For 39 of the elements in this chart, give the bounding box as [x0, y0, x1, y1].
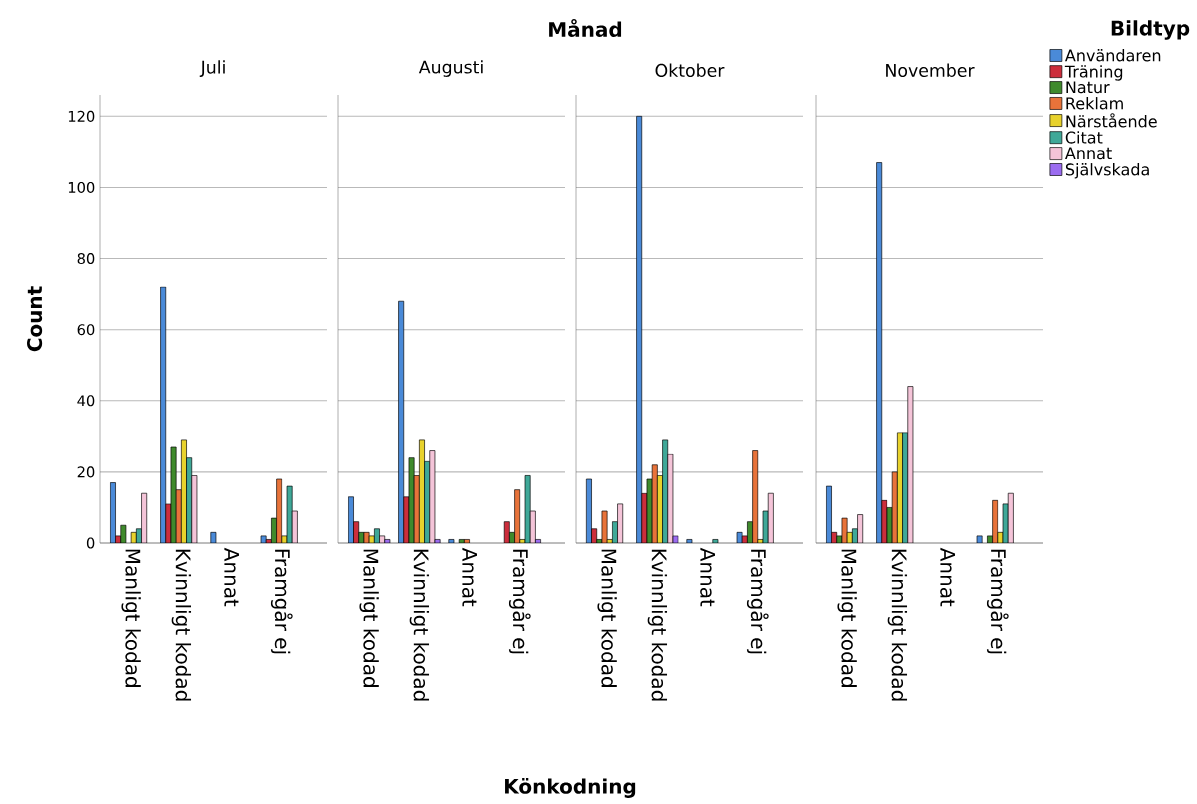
- x-tick-label: Annat: [940, 547, 956, 607]
- x-tick-label: Framgår ej: [746, 549, 769, 654]
- chart-title: Oktober: [655, 63, 725, 77]
- legend-title: Bildtyp: [1111, 20, 1190, 40]
- legend-label: Användaren: [1065, 49, 1161, 62]
- x-tick-label: Kvinnligt kodad: [171, 549, 192, 701]
- y-tick-label: 120: [68, 110, 95, 122]
- y-tick-label: 40: [77, 395, 95, 407]
- x-tick-label: Framgår ej: [508, 549, 531, 654]
- text: Månad: [549, 18, 622, 38]
- text: Könkodning: [505, 778, 636, 798]
- y-tick-label: 80: [77, 253, 95, 265]
- legend-label: Självskada: [1065, 163, 1149, 179]
- x-tick-label: Annat: [462, 547, 478, 607]
- x-tick-label: Annat: [224, 547, 240, 607]
- legend-label: Citat: [1065, 131, 1103, 144]
- y-axis-title: Count: [27, 286, 43, 352]
- y-tick-label: 60: [77, 324, 95, 336]
- x-tick-label: Kvinnligt kodad: [887, 549, 908, 701]
- legend-label: Reklam: [1066, 97, 1123, 110]
- chart-title: Juli: [199, 60, 225, 77]
- chart-title: November: [886, 63, 975, 77]
- y-tick-label: 100: [68, 181, 95, 193]
- chart-title: Augusti: [418, 60, 483, 77]
- x-tick-label: Manligt kodad: [837, 549, 857, 687]
- legend-label: Annat: [1065, 147, 1112, 160]
- legend-label: Natur: [1066, 81, 1110, 94]
- x-tick-label: Framgår ej: [270, 549, 293, 654]
- legend-label: Närstående: [1066, 113, 1157, 128]
- x-tick-label: Manligt kodad: [359, 549, 379, 687]
- x-tick-label: Manligt kodad: [121, 549, 141, 687]
- x-tick-label: Manligt kodad: [597, 549, 617, 687]
- y-tick-label: 20: [77, 466, 95, 478]
- y-tick-label: 0: [86, 537, 95, 549]
- x-tick-label: Annat: [700, 547, 716, 607]
- x-tick-label: Framgår ej: [986, 549, 1009, 654]
- x-tick-label: Kvinnligt kodad: [647, 549, 668, 701]
- legend-label: Träning: [1064, 65, 1123, 81]
- x-tick-label: Kvinnligt kodad: [409, 549, 430, 701]
